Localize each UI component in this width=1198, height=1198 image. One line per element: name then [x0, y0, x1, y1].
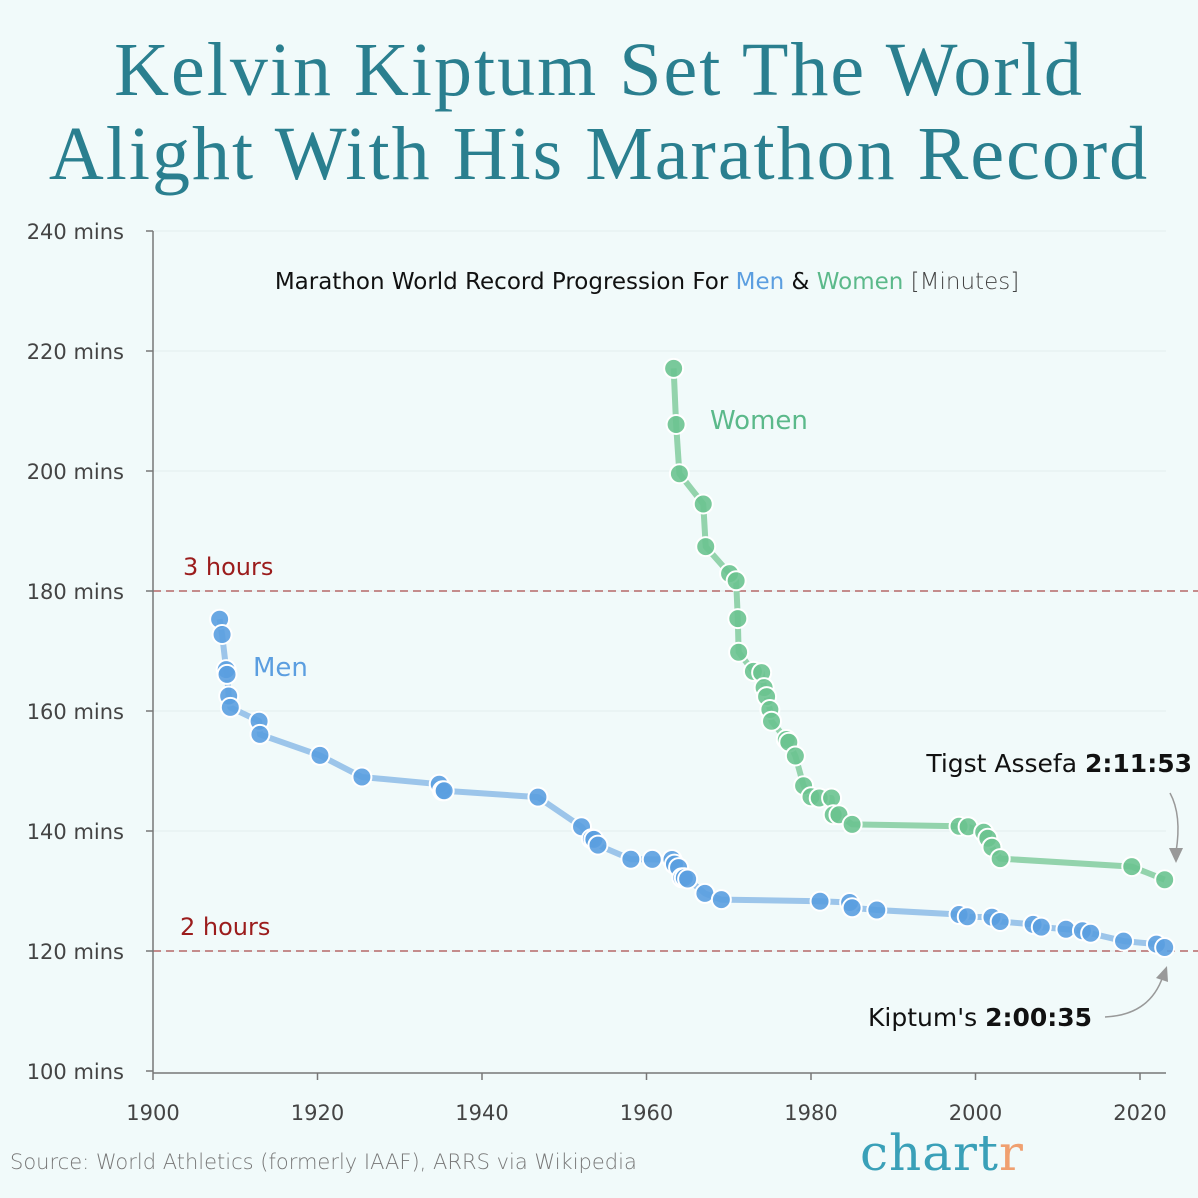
men-data-point: [1113, 930, 1135, 952]
annotation-kiptum-value: 2:00:35: [985, 1003, 1092, 1032]
y-tick-label: 140 mins: [27, 820, 124, 844]
y-tick-label: 180 mins: [27, 580, 124, 604]
annotation-kiptum-arrow: [1104, 975, 1164, 1018]
x-tick-label: 1960: [620, 1101, 673, 1125]
series-label-men: Men: [253, 653, 308, 683]
reference-label: 2 hours: [180, 913, 270, 941]
men-data-point: [309, 744, 331, 766]
men-data-point: [841, 897, 863, 919]
men-data-point: [219, 696, 241, 718]
y-tick-label: 200 mins: [27, 460, 124, 484]
x-tick-label: 2000: [949, 1101, 1002, 1125]
men-data-point: [641, 848, 663, 870]
reference-label: 3 hours: [183, 553, 273, 581]
women-data-point: [841, 813, 863, 835]
women-data-point: [695, 536, 717, 558]
women-data-point: [663, 357, 685, 379]
men-data-point: [866, 899, 888, 921]
subtitle-unit: [Minutes]: [903, 269, 1019, 295]
men-data-point: [1080, 922, 1102, 944]
series-label-women: Women: [710, 406, 808, 436]
women-data-point: [692, 493, 714, 515]
men-data-point: [1154, 937, 1176, 959]
x-tick-label: 1980: [784, 1101, 837, 1125]
subtitle-men: Men: [736, 269, 785, 295]
men-data-point: [527, 786, 549, 808]
y-tick-label: 220 mins: [27, 340, 124, 364]
source-note: Source: World Athletics (formerly IAAF),…: [10, 1150, 637, 1174]
women-data-point: [727, 608, 749, 630]
subtitle-prefix: Marathon World Record Progression For: [275, 269, 736, 295]
men-data-point: [216, 663, 238, 685]
chart-subtitle: Marathon World Record Progression For Me…: [275, 269, 1019, 295]
chart-title-line-2: Alight With His Marathon Record: [48, 112, 1150, 196]
women-data-point: [989, 848, 1011, 870]
women-data-point: [668, 463, 690, 485]
men-data-point: [677, 868, 699, 890]
subtitle-amp: &: [784, 269, 817, 295]
men-data-point: [351, 766, 373, 788]
chart-title-line-1: Kelvin Kiptum Set The World: [114, 28, 1084, 112]
x-tick-label: 1900: [126, 1101, 179, 1125]
logo-accent: r: [999, 1124, 1024, 1182]
logo-main: chart: [860, 1124, 1000, 1182]
women-data-point: [1154, 869, 1176, 891]
men-data-point: [956, 906, 978, 928]
men-data-point: [809, 890, 831, 912]
subtitle-women: Women: [817, 269, 904, 295]
x-tick-label: 2020: [1113, 1101, 1166, 1125]
annotation-kiptum-arrowhead-icon: [1156, 966, 1168, 982]
women-series-line: [670, 368, 1166, 883]
men-data-point: [433, 780, 455, 802]
y-tick-label: 160 mins: [27, 700, 124, 724]
annotation-kiptum: Kiptum's 2:00:35: [868, 1003, 1092, 1032]
women-data-point: [728, 641, 750, 663]
annotation-kiptum-text: Kiptum's: [868, 1003, 985, 1032]
men-data-point: [620, 848, 642, 870]
x-tick-label: 1920: [291, 1101, 344, 1125]
men-data-point: [989, 910, 1011, 932]
annotation-assefa-text: Tigst Assefa: [925, 749, 1085, 778]
men-data-point: [587, 834, 609, 856]
men-data-point: [211, 624, 233, 645]
annotation-assefa-arrow: [1169, 792, 1179, 853]
y-tick-label: 120 mins: [27, 940, 124, 964]
women-data-point: [761, 710, 783, 732]
men-data-point: [710, 889, 732, 911]
y-tick-label: 240 mins: [27, 220, 124, 244]
women-data-point: [1121, 856, 1143, 878]
women-data-point: [665, 414, 687, 435]
y-tick-label: 100 mins: [27, 1060, 124, 1084]
women-data-point: [784, 745, 806, 767]
men-data-point: [1030, 916, 1052, 938]
x-tick-label: 1940: [455, 1101, 508, 1125]
women-data-point: [725, 570, 747, 592]
annotation-assefa-value: 2:11:53: [1085, 749, 1192, 778]
chartr-logo: chartr: [860, 1124, 1024, 1182]
annotation-assefa: Tigst Assefa 2:11:53: [925, 749, 1192, 778]
annotation-assefa-arrowhead-icon: [1169, 848, 1183, 863]
men-data-point: [249, 723, 271, 745]
